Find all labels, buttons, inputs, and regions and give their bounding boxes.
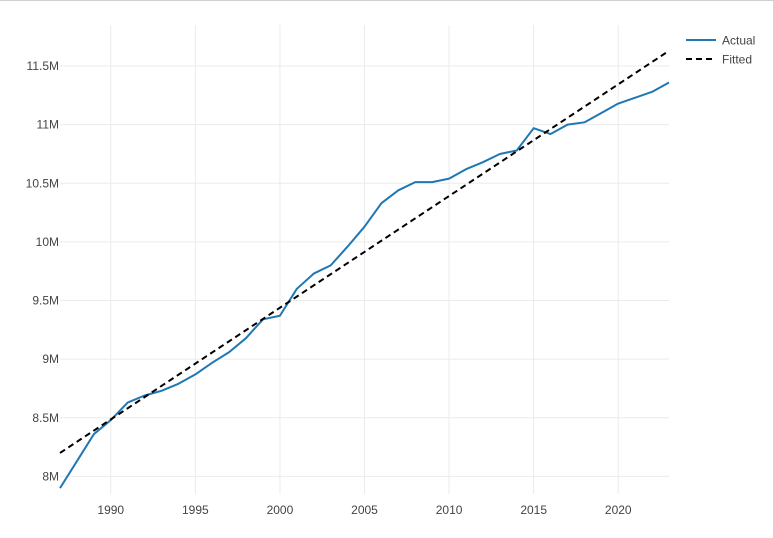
x-tick-label: 2000 [267,503,294,517]
x-axis: 1990 1995 2000 2005 2010 2015 2020 [97,503,632,517]
legend-label-actual[interactable]: Actual [722,34,755,48]
y-tick-label: 10M [36,235,59,249]
y-tick-label: 8.5M [32,411,59,425]
x-tick-label: 2005 [351,503,378,517]
legend[interactable]: Actual Fitted [686,34,755,67]
series-line-actual[interactable] [59,81,670,489]
x-tick-label: 2015 [520,503,547,517]
y-tick-label: 8M [42,469,59,483]
x-tick-label: 1995 [182,503,209,517]
y-axis: 8M 8.5M 9M 9.5M 10M 10.5M 11M 11.5M [26,59,59,483]
y-tick-label: 11M [37,118,59,132]
x-tick-label: 2010 [436,503,463,517]
top-border [0,0,773,1]
y-tick-label: 9.5M [32,294,59,308]
y-tick-label: 9M [42,352,59,366]
grid-lines [60,25,669,494]
y-tick-label: 10.5M [26,176,59,190]
legend-label-fitted[interactable]: Fitted [722,53,752,67]
x-tick-label: 2020 [605,503,632,517]
series-line-fitted[interactable] [59,49,670,454]
y-tick-label: 11.5M [27,59,59,73]
plot-series [59,49,670,489]
x-tick-label: 1990 [97,503,124,517]
